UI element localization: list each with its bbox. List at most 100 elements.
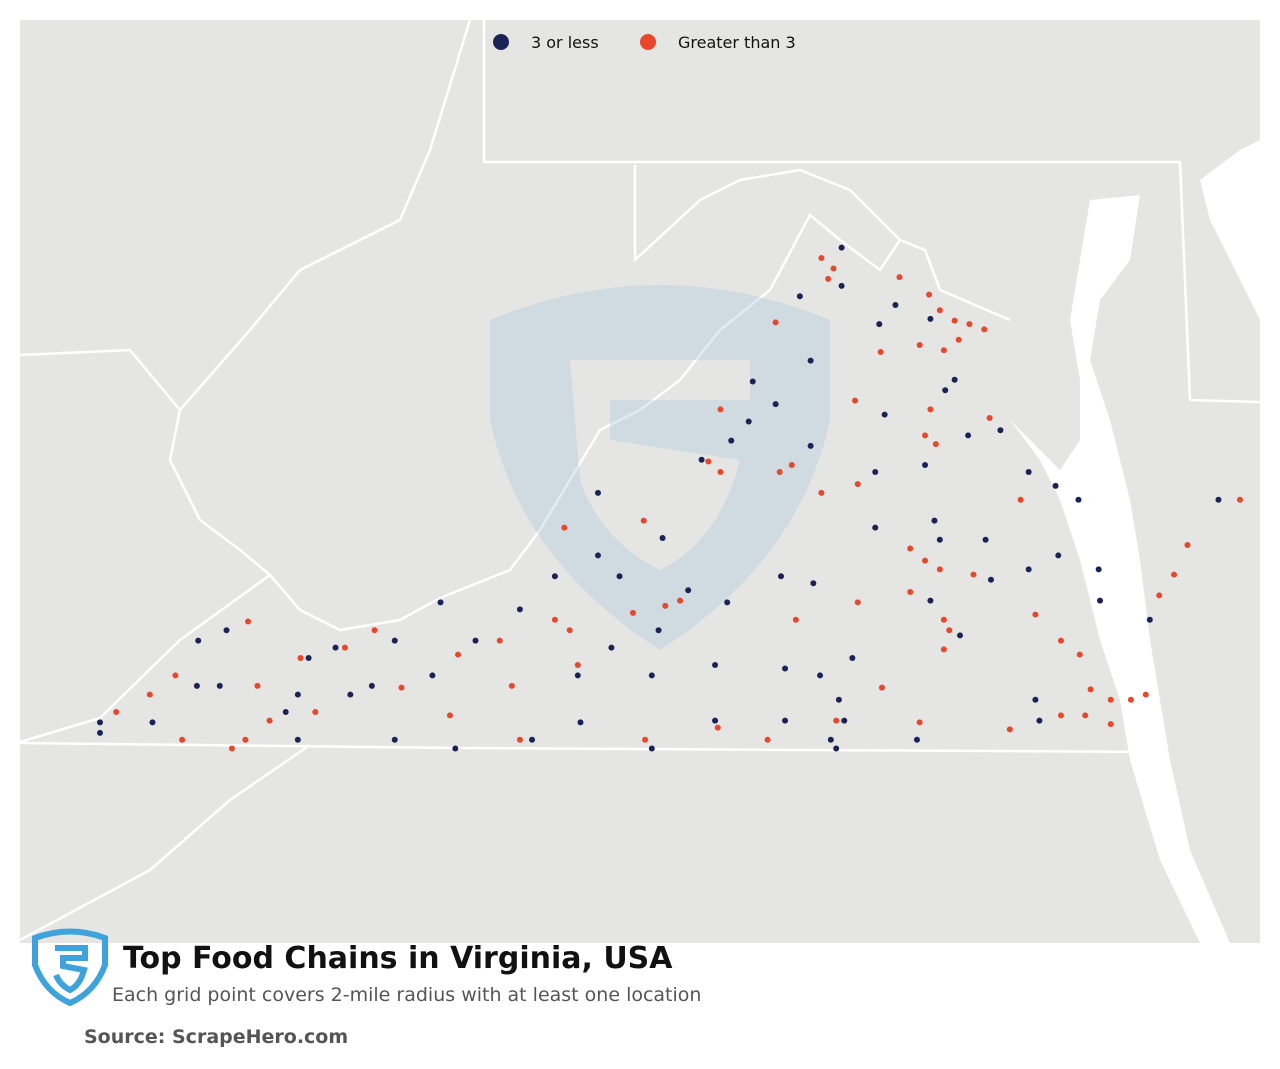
location-dot [1215,496,1222,503]
location-dot [717,468,724,475]
location-dot [838,244,845,251]
location-dot [788,462,795,468]
location-dot [146,691,153,698]
location-dot [659,535,666,542]
location-dot [778,573,785,580]
location-dot [922,557,929,564]
location-dot [398,684,405,691]
location-dot [1017,496,1024,503]
location-dot [796,293,803,300]
location-dot [810,580,817,587]
location-dot [1236,496,1243,503]
location-dot [1057,712,1064,719]
location-dot [347,691,354,698]
location-dot [294,736,301,743]
title: Top Food Chains in Virginia, USA [123,941,673,976]
location-dot [818,489,825,496]
location-dot [970,571,977,578]
location-dot [1142,691,1149,698]
location-dot [957,632,964,639]
location-dot [294,691,301,698]
location-dot [616,573,623,580]
location-dot [446,712,453,719]
location-dot [966,321,973,328]
location-dot [782,717,789,724]
location-dot [936,536,943,543]
location-dot [830,265,837,272]
location-dot [1156,592,1163,599]
location-dot [629,609,636,616]
location-dot [193,682,200,689]
location-dot [792,616,799,623]
location-dot [332,644,339,651]
location-dot [149,719,156,726]
location-dot [574,672,581,679]
location-dot [922,462,929,468]
location-dot [1052,482,1059,489]
location-dot [594,552,601,559]
location-dot [577,719,584,726]
location-dot [429,672,436,679]
location-dot [551,616,558,623]
legend-label: Greater than 3 [678,33,796,52]
location-dot [965,432,972,439]
location-dot [907,545,914,552]
location-dot [932,441,939,448]
location-dot [913,736,920,743]
legend-label: 3 or less [531,33,599,52]
location-dot [97,729,103,736]
location-dot [1082,712,1089,719]
delaware-bay [1200,140,1260,320]
location-dot [881,411,888,418]
location-dot [368,682,375,689]
chesapeake-bay [990,195,1230,943]
location-dot [854,599,861,606]
location-dot [245,618,252,625]
location-dot [1036,717,1043,724]
location-dot [951,317,958,324]
location-dot [1184,542,1191,548]
location-dot [242,736,249,743]
location-dot [391,637,398,644]
location-dot [1025,566,1032,573]
location-dot [714,724,721,731]
location-dot [662,602,669,609]
location-dot [745,418,752,425]
logo-mark [53,945,88,994]
location-dot [724,599,731,606]
location-dot [712,717,719,724]
location-dot [1057,637,1064,644]
location-dot [685,587,692,594]
location-dot [986,415,993,422]
location-dot [254,682,261,689]
location-dot [1025,468,1032,475]
location-dot [827,736,834,743]
location-dot [712,662,719,668]
subtitle: Each grid point covers 2-mile radius wit… [112,984,701,1006]
location-dot [825,275,832,282]
location-dot [452,745,459,752]
location-dot [849,655,856,662]
location-dot [817,672,824,679]
location-dot [776,468,783,475]
location-dot [717,406,724,413]
state-borders [19,19,1261,942]
location-dot [936,566,943,573]
location-dot [516,736,523,743]
location-dot [642,736,649,743]
location-dot [594,489,601,496]
location-dot [931,517,938,524]
location-dot [782,665,789,672]
location-dot [1087,686,1094,693]
location-dot [728,437,735,444]
location-dot [371,627,378,634]
location-dot [437,599,444,606]
location-dot [472,637,479,644]
location-dot [1055,552,1062,559]
location-dot [997,427,1004,434]
location-dot [1095,566,1102,573]
location-dot [872,468,879,475]
location-dot [854,481,861,488]
